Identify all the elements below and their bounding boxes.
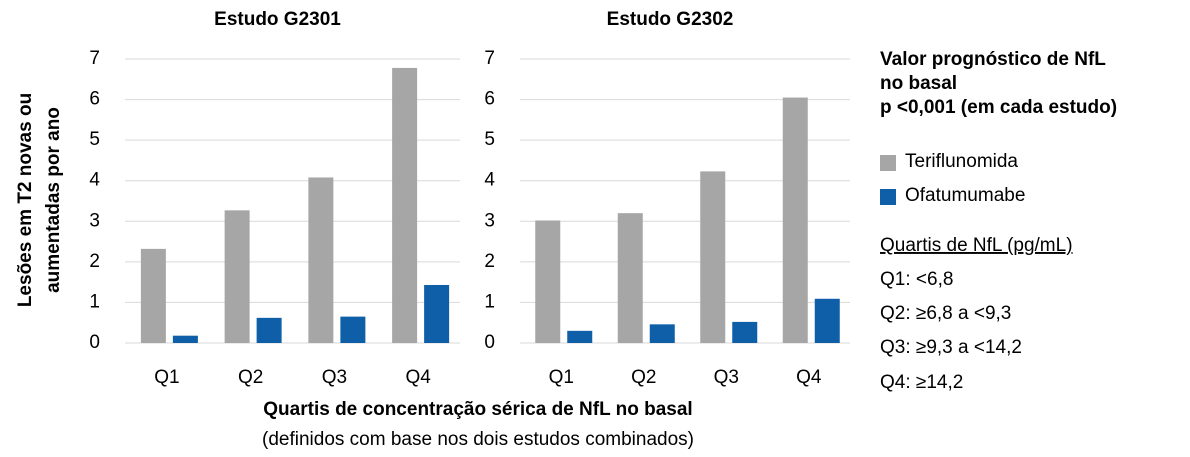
x-axis-note: (definidos com base nos dois estudos com… bbox=[262, 429, 694, 450]
quartile-def: Q3: ≥9,3 a <14,2 bbox=[880, 337, 1022, 358]
y-tick-label: 1 bbox=[484, 291, 495, 312]
legend-label: Ofatumumabe bbox=[905, 185, 1025, 206]
bar bbox=[732, 321, 758, 343]
y-label-line: aumentadas por ano bbox=[43, 107, 64, 293]
note-line: Valor prognóstico de NfL bbox=[880, 49, 1106, 70]
y-tick-label: 7 bbox=[484, 48, 495, 69]
note-line: no basal bbox=[880, 73, 957, 94]
bar bbox=[392, 67, 418, 343]
x-tick-label: Q1 bbox=[154, 367, 179, 388]
bar bbox=[649, 324, 675, 343]
bar bbox=[567, 330, 593, 343]
bar bbox=[172, 335, 198, 343]
panel-title: Estudo G2302 bbox=[607, 9, 734, 30]
bar bbox=[814, 298, 840, 343]
quartile-def: Q4: ≥14,2 bbox=[880, 372, 963, 393]
bar bbox=[256, 317, 282, 343]
y-tick-label: 2 bbox=[89, 251, 100, 272]
bar bbox=[782, 97, 808, 344]
y-tick-label: 4 bbox=[484, 170, 495, 191]
bar bbox=[308, 177, 334, 343]
y-tick-label: 3 bbox=[89, 210, 100, 231]
bar bbox=[424, 284, 450, 343]
y-tick-label: 5 bbox=[484, 129, 495, 150]
y-tick-label: 3 bbox=[484, 210, 495, 231]
y-tick-label: 4 bbox=[89, 170, 100, 191]
bar bbox=[340, 316, 366, 343]
x-tick-label: Q4 bbox=[405, 367, 431, 388]
y-tick-label: 5 bbox=[89, 129, 100, 150]
bar bbox=[224, 210, 250, 343]
x-tick-label: Q2 bbox=[238, 367, 263, 388]
bar bbox=[140, 248, 166, 343]
x-axis-label: Quartis de concentração sérica de NfL no… bbox=[263, 399, 692, 420]
bar bbox=[535, 220, 561, 343]
y-tick-label: 6 bbox=[89, 89, 100, 110]
legend-swatch bbox=[880, 155, 896, 171]
x-tick-label: Q3 bbox=[714, 367, 739, 388]
quartile-def: Q2: ≥6,8 a <9,3 bbox=[880, 303, 1011, 324]
quartiles-title: Quartis de NfL (pg/mL) bbox=[880, 235, 1073, 256]
x-tick-label: Q3 bbox=[322, 367, 347, 388]
y-tick-label: 2 bbox=[484, 251, 495, 272]
panel-title: Estudo G2301 bbox=[214, 9, 341, 30]
y-axis-label: Lesões em T2 novas ou aumentadas por ano bbox=[15, 93, 64, 307]
x-tick-label: Q2 bbox=[631, 367, 656, 388]
y-tick-label: 0 bbox=[484, 332, 495, 353]
x-tick-label: Q1 bbox=[549, 367, 574, 388]
quartile-def: Q1: <6,8 bbox=[880, 269, 953, 290]
legend-swatch bbox=[880, 189, 896, 205]
bar bbox=[700, 171, 726, 343]
y-tick-label: 0 bbox=[89, 332, 100, 353]
bar bbox=[617, 213, 643, 343]
y-tick-label: 6 bbox=[484, 89, 495, 110]
legend-label: Teriflunomida bbox=[905, 151, 1018, 172]
y-label-line: Lesões em T2 novas ou bbox=[15, 93, 36, 307]
y-tick-label: 7 bbox=[89, 48, 100, 69]
note-line: p <0,001 (em cada estudo) bbox=[880, 97, 1117, 118]
x-tick-label: Q4 bbox=[796, 367, 822, 388]
y-tick-label: 1 bbox=[89, 291, 100, 312]
